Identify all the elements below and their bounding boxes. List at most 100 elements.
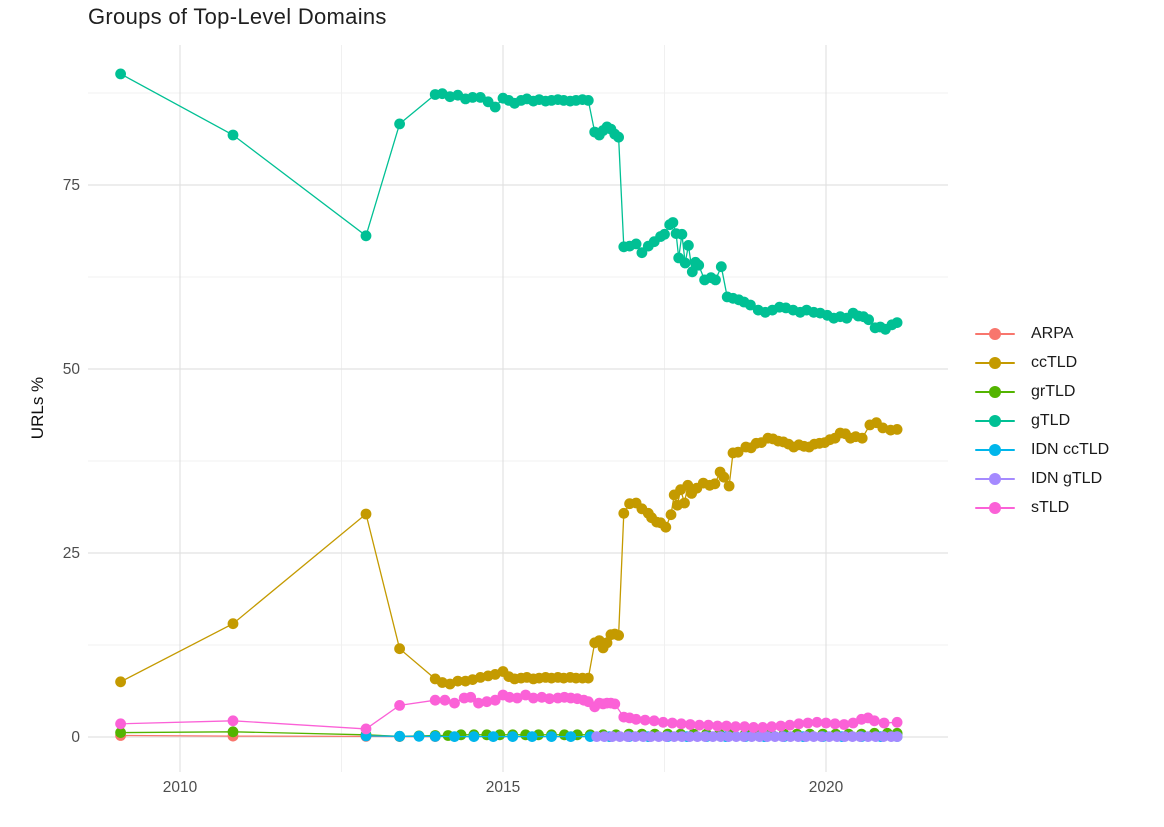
data-point-cctld bbox=[360, 508, 372, 520]
data-point-stld bbox=[712, 720, 723, 732]
data-point-cctld bbox=[679, 497, 690, 509]
data-point-stld bbox=[465, 691, 477, 703]
legend-label-idn-cctld: IDN ccTLD bbox=[1031, 440, 1110, 458]
legend-dot-icon bbox=[989, 501, 1001, 514]
legend-item-gtld: gTLD bbox=[975, 406, 1109, 435]
data-point-gtld bbox=[745, 299, 756, 311]
legend-label-stld: sTLD bbox=[1031, 498, 1070, 516]
data-point-idn-gtld bbox=[792, 731, 804, 742]
data-point-stld bbox=[429, 694, 441, 706]
data-point-gtld bbox=[715, 261, 727, 273]
data-point-stld bbox=[757, 722, 769, 733]
data-point-cctld bbox=[115, 676, 126, 688]
data-point-idn-gtld bbox=[870, 731, 882, 742]
data-point-gtld bbox=[613, 131, 624, 143]
data-point-cctld bbox=[709, 478, 721, 490]
data-point-cctld bbox=[856, 432, 868, 444]
data-point-stld bbox=[439, 694, 451, 706]
data-point-stld bbox=[489, 694, 501, 706]
data-point-idn-gtld bbox=[891, 731, 903, 742]
data-point-idn-cctld bbox=[449, 731, 460, 742]
data-point-idn-gtld bbox=[715, 731, 727, 742]
legend-dot-icon bbox=[989, 414, 1001, 427]
data-point-stld bbox=[891, 716, 903, 728]
data-point-idn-gtld bbox=[684, 731, 696, 742]
data-point-idn-gtld bbox=[746, 731, 758, 742]
legend-key-icon bbox=[975, 356, 1015, 369]
legend-label-cctld: ccTLD bbox=[1031, 353, 1078, 371]
data-point-idn-gtld bbox=[862, 731, 874, 742]
legend: ARPA ccTLD grTLD gTLD IDN ccTLD IDN gTLD sTLD bbox=[975, 319, 1109, 522]
data-point-stld bbox=[528, 692, 539, 704]
data-point-idn-gtld bbox=[854, 731, 866, 742]
data-point-idn-gtld bbox=[800, 731, 812, 742]
data-point-idn-gtld bbox=[645, 731, 657, 742]
legend-label-grtld: grTLD bbox=[1031, 382, 1076, 400]
data-point-stld bbox=[115, 718, 126, 730]
data-point-idn-gtld bbox=[831, 731, 843, 742]
data-point-idn-gtld bbox=[785, 731, 796, 742]
data-point-stld bbox=[721, 720, 732, 732]
x-tick-label: 2015 bbox=[486, 779, 520, 796]
data-point-stld bbox=[609, 698, 621, 710]
data-point-gtld bbox=[115, 68, 126, 80]
data-point-stld bbox=[739, 721, 750, 733]
data-point-idn-gtld bbox=[730, 731, 742, 742]
data-point-idn-gtld bbox=[816, 731, 827, 742]
series-line-gtld bbox=[120, 73, 898, 331]
data-point-idn-gtld bbox=[599, 731, 610, 742]
data-point-cctld bbox=[452, 675, 464, 687]
data-point-gtld bbox=[693, 259, 705, 271]
data-point-gtld bbox=[863, 314, 874, 326]
data-point-stld bbox=[360, 723, 372, 735]
data-point-stld bbox=[481, 696, 493, 708]
data-point-cctld bbox=[582, 672, 594, 684]
data-point-stld bbox=[869, 715, 880, 727]
data-point-idn-gtld bbox=[723, 731, 734, 742]
data-point-idn-gtld bbox=[699, 731, 711, 742]
data-point-idn-cctld bbox=[546, 731, 557, 742]
data-point-cctld bbox=[682, 479, 694, 491]
data-point-stld bbox=[847, 717, 859, 729]
data-point-idn-gtld bbox=[622, 731, 634, 742]
legend-dot-icon bbox=[989, 356, 1001, 369]
data-point-gtld bbox=[683, 240, 694, 251]
data-point-stld bbox=[829, 718, 841, 730]
data-point-idn-gtld bbox=[668, 731, 680, 742]
data-point-stld bbox=[784, 719, 796, 731]
data-point-gtld bbox=[676, 228, 688, 240]
data-point-idn-gtld bbox=[808, 731, 820, 742]
data-point-idn-gtld bbox=[676, 731, 688, 742]
data-point-gtld bbox=[227, 129, 239, 141]
legend-item-arpa: ARPA bbox=[975, 319, 1109, 348]
data-point-cctld bbox=[660, 521, 672, 533]
data-point-idn-gtld bbox=[878, 731, 889, 742]
y-tick-label: 25 bbox=[63, 545, 80, 562]
data-point-stld bbox=[684, 719, 696, 730]
data-point-cctld bbox=[732, 446, 744, 458]
data-point-cctld bbox=[891, 424, 903, 435]
data-point-gtld bbox=[630, 238, 642, 250]
data-point-gtld bbox=[710, 274, 721, 286]
data-point-stld bbox=[802, 717, 814, 729]
legend-item-idn-cctld: IDN ccTLD bbox=[975, 435, 1109, 464]
data-point-idn-gtld bbox=[606, 731, 618, 742]
legend-key-icon bbox=[975, 385, 1015, 398]
data-point-idn-gtld bbox=[630, 731, 641, 742]
data-point-stld bbox=[449, 697, 460, 709]
data-point-idn-gtld bbox=[823, 731, 835, 742]
data-point-stld bbox=[793, 718, 805, 730]
data-point-idn-gtld bbox=[839, 731, 851, 742]
legend-dot-icon bbox=[989, 327, 1001, 340]
data-point-idn-gtld bbox=[761, 731, 773, 742]
data-point-gtld bbox=[891, 317, 903, 328]
data-point-stld bbox=[639, 714, 651, 726]
legend-key-icon bbox=[975, 327, 1015, 340]
data-point-cctld bbox=[227, 618, 239, 630]
data-point-gtld bbox=[659, 228, 670, 240]
data-point-idn-cctld bbox=[507, 731, 519, 742]
data-point-stld bbox=[748, 722, 759, 733]
data-point-cctld bbox=[394, 643, 405, 655]
data-point-stld bbox=[730, 721, 741, 733]
